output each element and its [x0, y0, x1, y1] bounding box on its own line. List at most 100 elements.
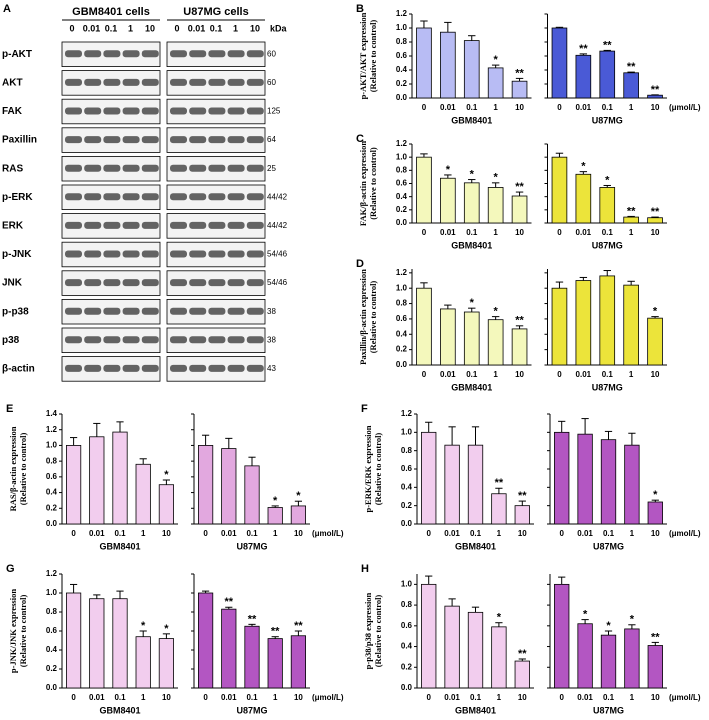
bar: [440, 31, 456, 99]
blot-band: [227, 364, 245, 372]
blot-band: [189, 364, 207, 372]
y-axis-label: (Relative to control): [373, 433, 383, 506]
bar: [647, 317, 663, 366]
y-axis-label: p-ERK/ERK expression: [363, 425, 373, 512]
blot-band: [141, 50, 159, 58]
panel-label: B: [356, 3, 364, 15]
bar: [551, 287, 568, 366]
group-label: U87MG: [593, 705, 624, 715]
x-tick-label: 0.01: [89, 529, 105, 538]
panel-label: D: [356, 258, 364, 270]
bar: [511, 328, 528, 366]
y-tick-label: 0.2: [46, 664, 58, 673]
y-tick-label: 1.0: [46, 441, 58, 450]
x-tick-label: 0.01: [576, 370, 592, 379]
x-tick-label: 0.1: [246, 693, 258, 702]
blot-band: [122, 221, 140, 229]
x-tick-label: 10: [515, 103, 524, 112]
blot-band: [103, 279, 121, 287]
blot-band: [208, 107, 226, 115]
blot-band: [208, 164, 226, 172]
bar: [575, 280, 592, 366]
bar: [421, 583, 437, 689]
protein-label: Paxillin: [2, 135, 37, 146]
x-tick-label: 10: [518, 529, 527, 538]
bar: [600, 634, 617, 689]
blot-band: [227, 336, 245, 344]
blot-band: [84, 193, 102, 201]
group-label: GBM8401: [451, 382, 492, 392]
y-tick-label: 1.2: [396, 139, 408, 148]
bar: [290, 635, 306, 689]
bar: [221, 448, 237, 525]
y-tick-label: 0.6: [401, 464, 413, 473]
y-tick-label: 1.2: [46, 569, 58, 578]
x-tick-label: 1: [630, 693, 635, 702]
kda-label: 43: [267, 364, 276, 373]
protein-label: p-AKT: [2, 49, 32, 60]
blot-band: [141, 193, 159, 201]
blot-band: [103, 307, 121, 315]
blot-band: [84, 164, 102, 172]
kda-label: 54/46: [267, 278, 288, 287]
x-tick-label: 10: [515, 370, 524, 379]
dose-label: 1: [128, 23, 133, 33]
bar: [416, 287, 432, 366]
bar: [467, 444, 484, 525]
significance-label: **: [579, 43, 588, 55]
blot-band: [170, 307, 187, 315]
blot-band: [84, 78, 102, 86]
blot-band: [141, 78, 159, 86]
blot-band: [103, 78, 121, 86]
significance-label: **: [627, 205, 636, 217]
bar: [135, 636, 151, 689]
significance-label: *: [653, 489, 658, 501]
bar: [463, 311, 480, 366]
blot-band: [141, 136, 159, 144]
significance-label: **: [603, 39, 612, 51]
group-label: GBM8401: [451, 115, 492, 125]
bar: [267, 507, 283, 525]
significance-label: *: [470, 297, 475, 309]
blot-band: [189, 50, 207, 58]
blot-band: [141, 279, 159, 287]
blot-band: [122, 50, 140, 58]
blot-band: [246, 307, 264, 315]
blot-band: [170, 250, 187, 258]
protein-label: RAS: [2, 163, 23, 174]
x-tick-label: 0.01: [440, 228, 456, 237]
dose-label: 0.01: [188, 23, 206, 33]
y-tick-label: 1.2: [396, 9, 408, 18]
y-tick-label: 0.0: [401, 683, 413, 692]
x-tick-label: 0: [426, 529, 431, 538]
y-axis-label: p-JNK/JNK expression: [8, 589, 18, 673]
blot-band: [65, 193, 82, 201]
x-tick-label: 10: [651, 228, 660, 237]
x-tick-label: 0: [426, 693, 431, 702]
y-tick-label: 0.6: [401, 621, 413, 630]
y-tick-label: 0.2: [46, 503, 58, 512]
x-tick-label: 1: [273, 529, 278, 538]
blot-band: [227, 307, 245, 315]
y-tick-label: 1.2: [401, 409, 413, 418]
y-tick-label: 0.2: [396, 205, 408, 214]
x-tick-label: 1: [493, 370, 498, 379]
dose-label: 10: [250, 23, 260, 33]
blot-band: [141, 364, 159, 372]
bar: [89, 598, 105, 689]
blot-band: [122, 364, 140, 372]
y-axis-label: (Relative to control): [368, 281, 378, 354]
blot-band: [84, 279, 102, 287]
y-axis-label: p-AKT/AKT expression: [358, 12, 368, 99]
bar: [577, 623, 593, 689]
blot-band: [65, 307, 82, 315]
blot-band: [103, 136, 121, 144]
blot-band: [227, 136, 245, 144]
y-axis-label: (Relative to control): [368, 147, 378, 220]
panel-label: A: [3, 3, 11, 15]
blot-band: [141, 221, 159, 229]
y-tick-label: 0.6: [396, 51, 408, 60]
blot-band: [84, 307, 102, 315]
bar: [440, 308, 456, 366]
bar: [647, 645, 663, 689]
